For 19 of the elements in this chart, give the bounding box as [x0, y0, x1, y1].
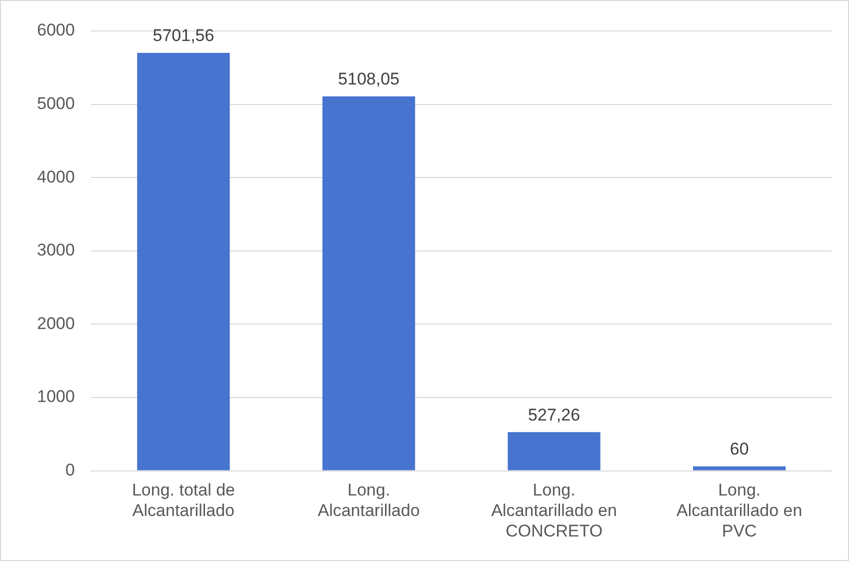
x-tick-label: Long. Alcantarillado en CONCRETO: [491, 480, 617, 540]
bar: [508, 432, 600, 470]
bar: [693, 466, 786, 470]
y-tick-label: 6000: [36, 20, 75, 40]
x-tick-label: Long. total de Alcantarillado: [132, 480, 235, 520]
data-label: 5701,56: [152, 26, 214, 46]
y-tick-label: 0: [65, 460, 75, 480]
y-tick-label: 1000: [36, 387, 75, 406]
x-tick-label: Long. Alcantarillado: [318, 480, 420, 520]
data-label: 60: [730, 440, 749, 459]
y-tick-label: 4000: [36, 167, 75, 186]
y-tick-label: 2000: [36, 314, 75, 333]
bar: [137, 52, 230, 470]
data-label: 5108,05: [338, 70, 400, 89]
x-tick-label: Long. Alcantarillado en PVC: [676, 480, 802, 540]
y-tick-label: 3000: [36, 240, 75, 260]
data-label: 527,26: [528, 405, 580, 424]
y-tick-label: 5000: [36, 94, 75, 113]
bar: [322, 96, 416, 470]
